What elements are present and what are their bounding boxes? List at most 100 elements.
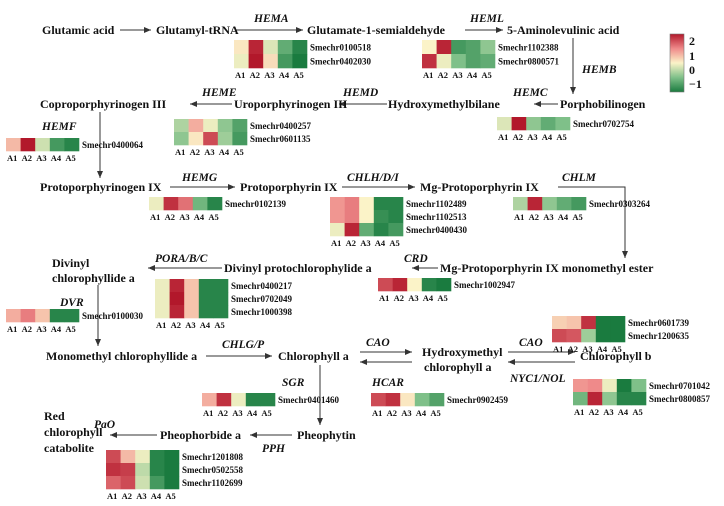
heatmap-cell xyxy=(388,210,404,224)
metabolite-hydroxymethylbilane: Hydroxymethylbilane xyxy=(388,97,500,111)
legend-tick-2: 2 xyxy=(689,34,695,48)
sample-label: A2 xyxy=(568,344,578,354)
gene-label: Smechr1000398 xyxy=(231,307,292,317)
heatmap-cell xyxy=(610,329,626,343)
heatmap-cell xyxy=(330,210,345,224)
metabolite-porphobilinogen: Porphobilinogen xyxy=(560,97,646,111)
gene-label: Smechr0701042 xyxy=(649,381,710,391)
sample-label: A2 xyxy=(171,320,181,330)
heatmap-cell xyxy=(573,392,588,406)
gene-label: Smechr0100518 xyxy=(310,43,371,53)
heatmap-cell xyxy=(106,463,121,477)
heatmap-cell xyxy=(135,476,151,490)
gene-label: Smechr1102388 xyxy=(498,43,559,53)
heatmap-cell xyxy=(555,117,571,131)
sample-label: A1 xyxy=(331,238,341,248)
heatmap-cell xyxy=(198,279,214,293)
heatmap-cell xyxy=(217,119,233,133)
heatmap-cell xyxy=(556,197,572,211)
metabolite-rcc-line3: catabolite xyxy=(44,441,95,455)
gene-label: Smechr0303264 xyxy=(589,199,650,209)
heatmap-cell xyxy=(184,292,200,306)
enzyme-sgr: SGR xyxy=(282,377,305,389)
sample-label: A5 xyxy=(611,344,621,354)
sample-label: A5 xyxy=(481,70,491,80)
sample-label: A4 xyxy=(247,408,258,418)
heatmap-cell xyxy=(202,393,217,407)
enzyme-por: PORA/B/C xyxy=(155,253,208,265)
sample-label: A3 xyxy=(36,324,46,334)
sample-label: A5 xyxy=(214,320,224,330)
heatmap-cell xyxy=(248,54,264,69)
gene-label: Smechr0402030 xyxy=(310,57,371,67)
heatmap-cell xyxy=(169,279,185,293)
sample-label: A1 xyxy=(498,132,508,142)
gene-label: Smechr1200635 xyxy=(628,331,689,341)
sample-label: A2 xyxy=(218,408,228,418)
heatmap-cell xyxy=(540,117,556,131)
enzyme-hemd: HEMD xyxy=(342,87,379,99)
enzyme-dvr: DVR xyxy=(59,297,84,309)
heatmap-cell xyxy=(552,316,567,330)
enzyme-pph: PPH xyxy=(262,443,286,455)
sample-label: A1 xyxy=(553,344,563,354)
heatmap-cell xyxy=(571,197,587,211)
heatmap-cell xyxy=(234,54,249,69)
heatmap-cell xyxy=(581,329,597,343)
sample-label: A3 xyxy=(179,212,189,222)
heatmap-cell xyxy=(203,119,219,133)
heatmap-cell xyxy=(155,279,170,293)
legend-color-bar xyxy=(669,33,685,93)
heatmap-cell xyxy=(388,197,404,211)
metabolite-protoporphyrin: Protoporphyrin IX xyxy=(240,180,338,194)
metabolite-divinyl-protochlorophyllide: Divinyl protochlorophylide a xyxy=(224,261,372,275)
heatmap-cell xyxy=(149,197,164,211)
heatmap-cell xyxy=(344,197,360,211)
heatmap-cell xyxy=(213,279,229,293)
enzyme-chlg-p: CHLG/P xyxy=(222,339,265,351)
heatmap-cell xyxy=(184,279,200,293)
sample-label: A1 xyxy=(514,212,524,222)
heatmap-cell xyxy=(188,132,204,146)
sample-label: A4 xyxy=(597,344,608,354)
sample-label: A1 xyxy=(7,153,17,163)
heatmap-cell xyxy=(292,54,308,69)
sample-label: A2 xyxy=(190,147,200,157)
gene-label: Smechr0502558 xyxy=(182,465,243,475)
metabolite-hydroxymethyl-chlorophyll-line1: Hydroxymethyl xyxy=(422,345,503,359)
metabolite-pheophorbide: Pheophorbide a xyxy=(160,428,241,442)
enzyme-heme: HEME xyxy=(201,87,237,99)
metabolite-pheophytin: Pheophytin xyxy=(297,428,356,442)
enzyme-hcar: HCAR xyxy=(371,377,404,389)
heatmap-cell xyxy=(526,117,542,131)
sample-label: A3 xyxy=(232,408,242,418)
sample-label: A3 xyxy=(185,320,195,330)
heatmap-cell xyxy=(169,292,185,306)
heatmap-cell xyxy=(135,463,151,477)
heatmap-cell xyxy=(260,393,276,407)
heatmap-cell xyxy=(35,309,51,323)
enzyme-cao-1: CAO xyxy=(366,337,390,349)
sample-label: A2 xyxy=(394,293,404,303)
heatmap-cell xyxy=(344,210,360,224)
sample-label: A4 xyxy=(423,293,434,303)
legend-tick-1: 1 xyxy=(689,49,695,63)
enzyme-crd: CRD xyxy=(404,253,428,265)
heatmap-cell xyxy=(373,197,389,211)
sample-label: A4 xyxy=(51,153,62,163)
heatmap-cell xyxy=(602,392,618,406)
heatmap-cell xyxy=(20,138,36,152)
sample-label: A4 xyxy=(467,70,478,80)
heatmap-cell xyxy=(213,292,229,306)
heatmap-dvr: Smechr0100030 A1 A2 A3 A4 A5 xyxy=(6,309,143,334)
arrow-mgproto-mgme xyxy=(558,186,628,258)
metabolite-hydroxymethyl-chlorophyll-line2: chlorophyll a xyxy=(424,360,491,374)
heatmap-cell xyxy=(513,197,528,211)
gene-label: Smechr1102489 xyxy=(406,199,467,209)
heatmap-cell xyxy=(248,40,264,55)
sample-label: A2 xyxy=(250,70,260,80)
heatmap-cell xyxy=(422,40,437,55)
heatmap-cell xyxy=(330,223,345,237)
heatmap-cell xyxy=(422,54,437,69)
